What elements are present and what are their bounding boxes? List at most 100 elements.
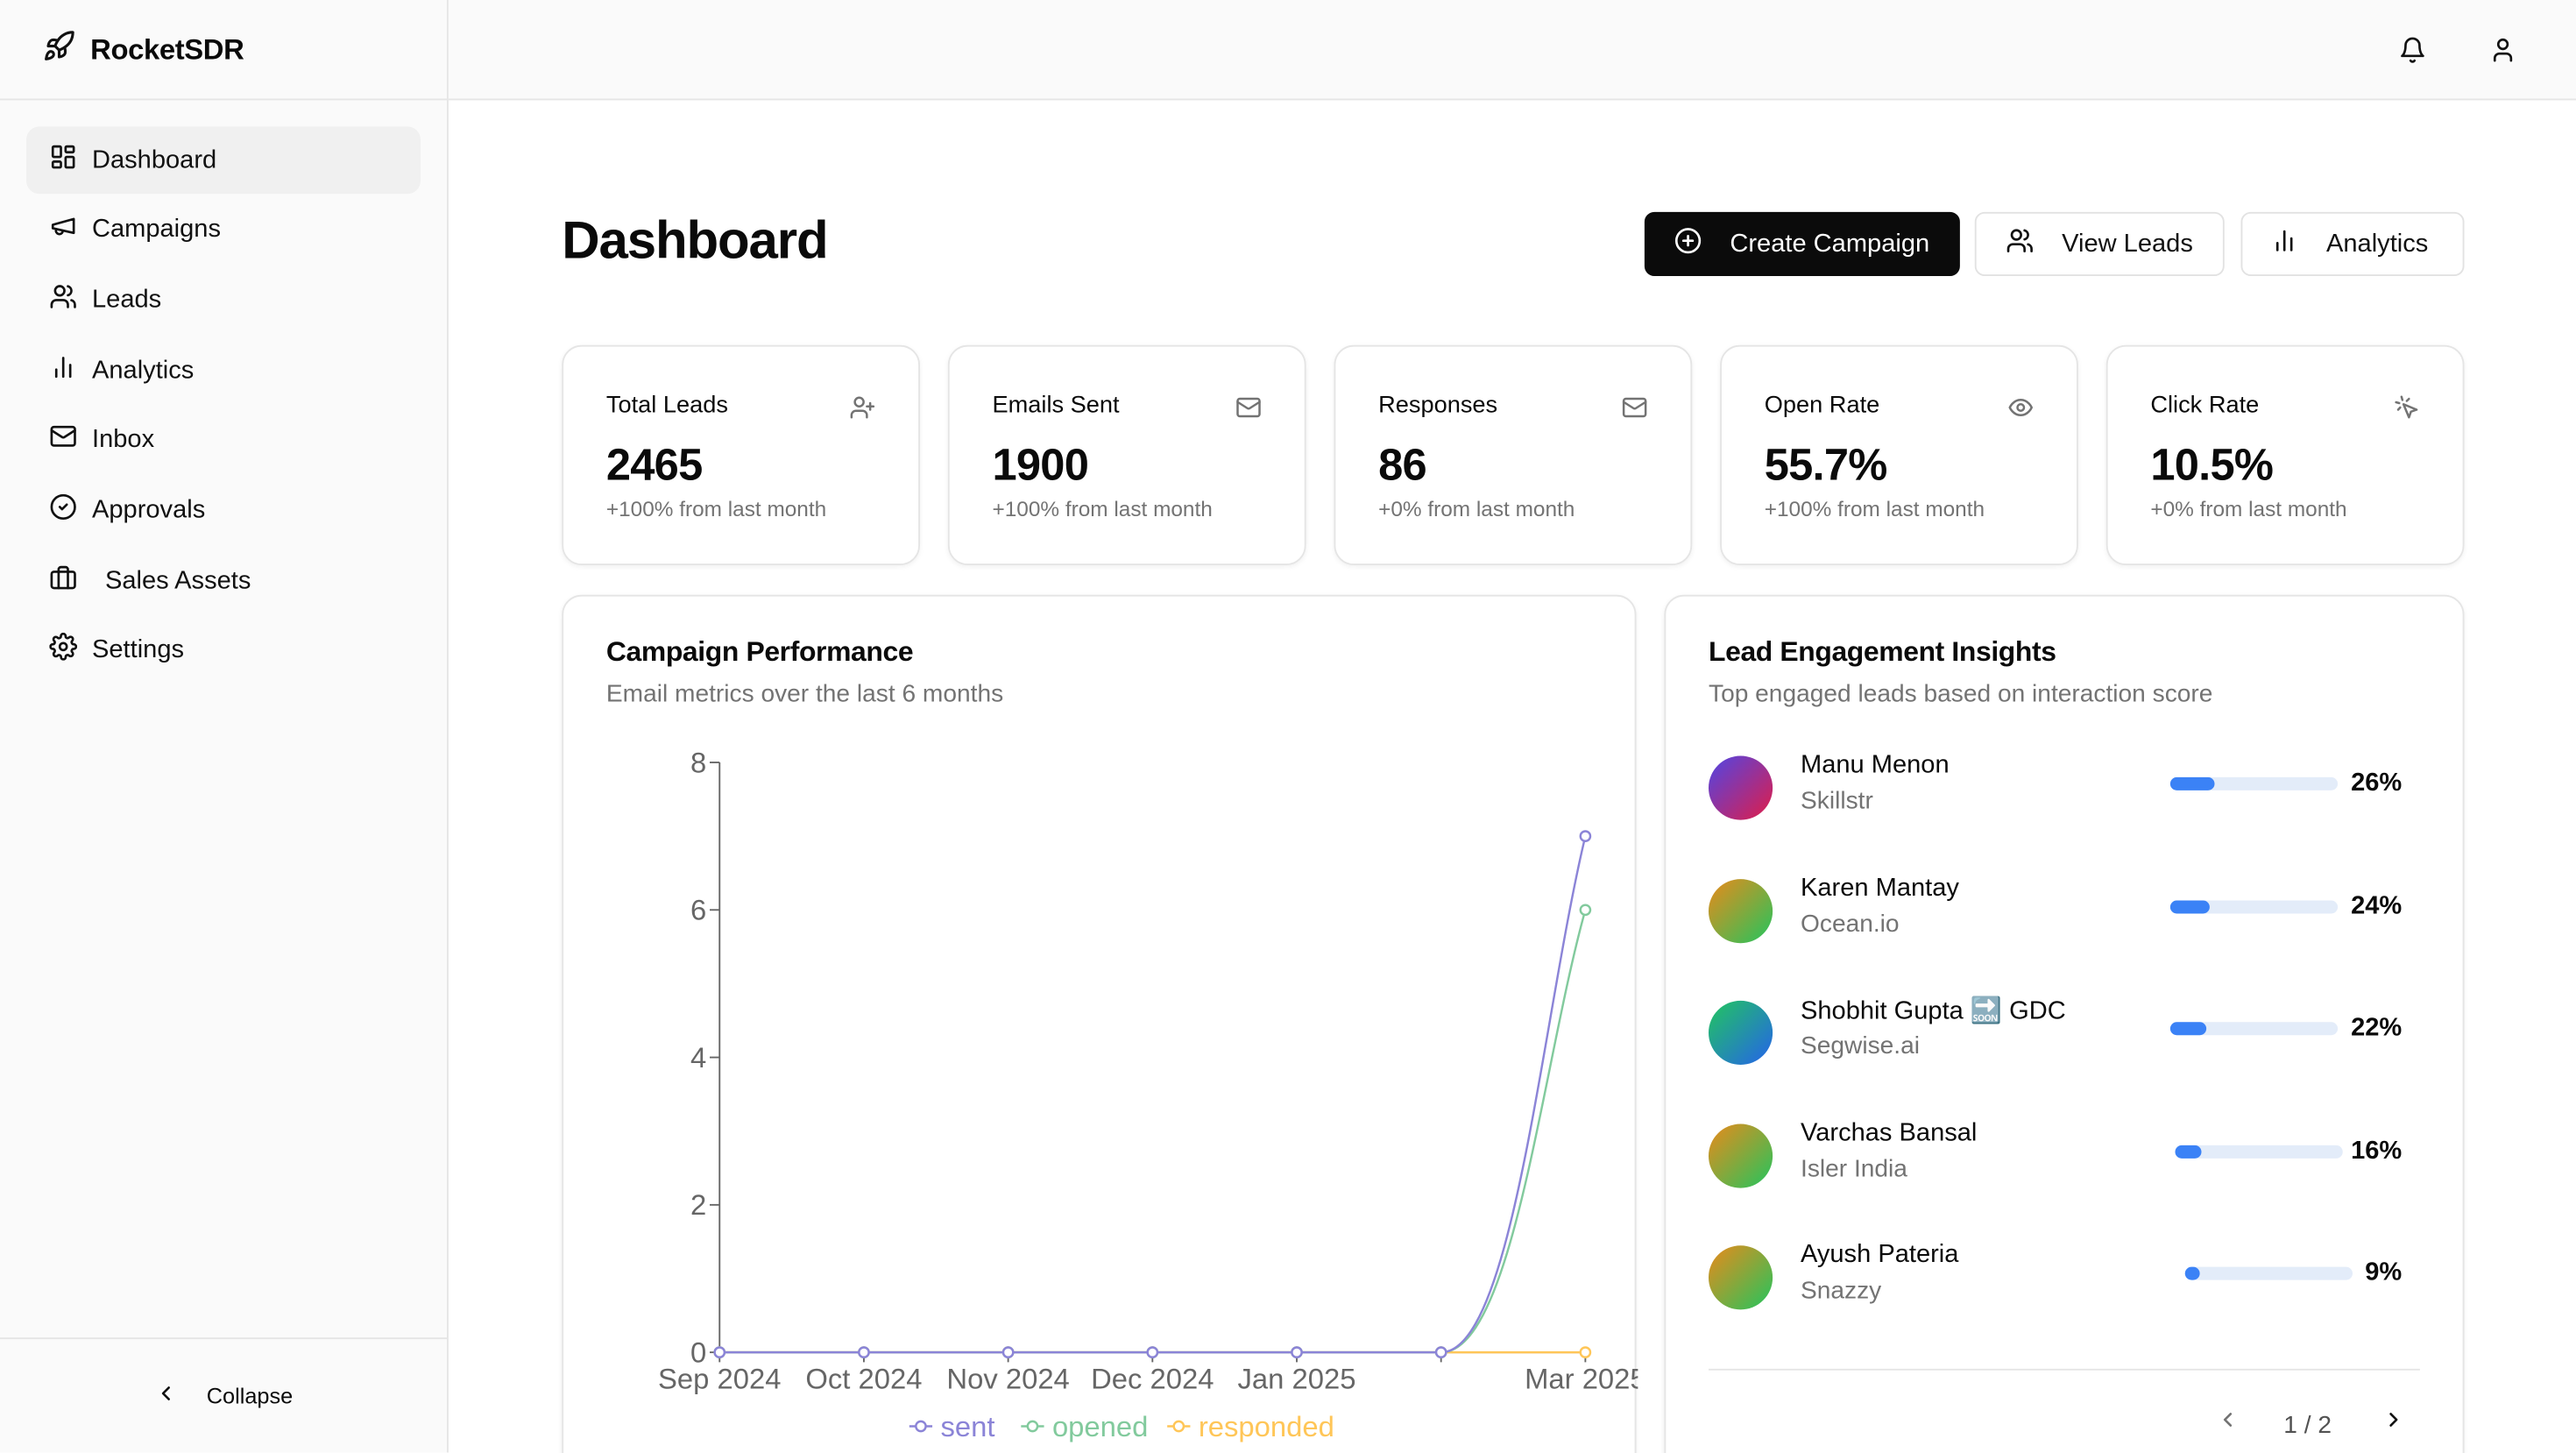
app-name: RocketSDR (90, 32, 244, 66)
sidebar-item-settings[interactable]: Settings (26, 618, 421, 685)
create-campaign-label: Create Campaign (1730, 229, 1930, 258)
campaign-performance-chart: 0 2 4 6 8 Sep 2024 Oct 2024 Nov 2024 Dec 2024 Jan… (658, 746, 1638, 1442)
analytics-button[interactable]: Analytics (2240, 211, 2465, 276)
stat-delta: +100% from last month (992, 496, 1213, 521)
x-tick-label: Nov 2024 (946, 1362, 1069, 1394)
panel-title: Campaign Performance (605, 635, 914, 668)
users-icon (2006, 226, 2034, 262)
stat-value: 2465 (605, 440, 703, 490)
engagement-bar-fill (2169, 776, 2214, 790)
mail-icon (49, 422, 77, 458)
stat-title: Total Leads (605, 393, 728, 420)
view-leads-label: View Leads (2062, 229, 2193, 258)
y-tick-label: 8 (690, 746, 706, 778)
sidebar-item-leads[interactable]: Leads (26, 266, 421, 334)
campaign-performance-panel: Campaign Performance Email metrics over … (562, 594, 1638, 1453)
pagination-label: 1 / 2 (2283, 1411, 2332, 1440)
user-icon[interactable] (2482, 30, 2522, 69)
data-point-responded (1579, 1346, 1592, 1358)
list-item[interactable]: Manu Menon Skillstr 26% (1709, 751, 2415, 825)
data-point-sent (713, 1346, 726, 1358)
sidebar-nav: Dashboard Campaigns Leads Analytics Inbo… (26, 126, 421, 687)
users-icon (49, 282, 77, 318)
data-point-sent (1001, 1346, 1015, 1358)
chevron-right-icon[interactable] (2382, 1408, 2405, 1438)
y-tick-label: 2 (690, 1188, 706, 1221)
list-item[interactable]: Karen Mantay Ocean.io 24% (1709, 875, 2415, 948)
legend-label: sent (940, 1410, 994, 1442)
lead-engagement-panel: Lead Engagement Insights Top engaged lea… (1664, 594, 2465, 1453)
sidebar-item-label: Dashboard (92, 145, 217, 174)
list-item[interactable]: Ayush Pateria Snazzy 9% (1709, 1241, 2415, 1315)
view-leads-button[interactable]: View Leads (1974, 211, 2225, 276)
stat-card-click-rate: Click Rate 10.5% +0% from last month (2105, 344, 2465, 565)
brand[interactable]: RocketSDR (0, 0, 447, 101)
user-plus-icon (849, 394, 875, 421)
data-point-sent (1291, 1346, 1303, 1358)
sidebar-item-campaigns[interactable]: Campaigns (26, 196, 421, 264)
sidebar: RocketSDR Dashboard Campaigns Leads Anal… (0, 0, 449, 1453)
engagement-bar-fill (2175, 1145, 2203, 1159)
lead-company: Segwise.ai (1801, 1031, 1921, 1060)
stat-value: 86 (1378, 440, 1427, 490)
chevron-left-icon (154, 1382, 207, 1410)
stat-card-emails-sent: Emails Sent 1900 +100% from last month (947, 344, 1306, 565)
sidebar-item-analytics[interactable]: Analytics (26, 337, 421, 404)
chevron-left-icon[interactable] (2216, 1408, 2239, 1438)
y-tick-label: 4 (690, 1041, 706, 1074)
stat-title: Open Rate (1764, 393, 1880, 420)
legend-label: opened (1052, 1410, 1148, 1442)
legend-marker (1026, 1420, 1039, 1433)
lead-company: Ocean.io (1801, 910, 1900, 939)
y-tick-label: 0 (690, 1336, 706, 1368)
sidebar-item-sales-assets[interactable]: Sales Assets (26, 548, 421, 615)
create-campaign-button[interactable]: Create Campaign (1644, 211, 1960, 276)
lead-company: Snazzy (1801, 1276, 1882, 1305)
data-point-opened (1579, 904, 1592, 917)
stat-title: Responses (1378, 393, 1498, 420)
x-tick-label: Sep 2024 (658, 1362, 781, 1394)
bell-icon[interactable] (2392, 30, 2431, 69)
gear-icon (49, 633, 78, 669)
eye-icon (2007, 394, 2034, 421)
list-item[interactable]: Shobhit Gupta 🔜 GDC Segwise.ai 22% (1709, 996, 2415, 1069)
engagement-percent: 9% (2365, 1258, 2403, 1287)
stat-delta: +100% from last month (605, 496, 827, 521)
lead-name: Varchas Bansal (1801, 1118, 1978, 1147)
sidebar-item-approvals[interactable]: Approvals (26, 478, 421, 545)
stat-value: 10.5% (2150, 440, 2274, 490)
data-point-sent (858, 1346, 870, 1358)
lead-name: Manu Menon (1801, 750, 1950, 779)
lead-name: Shobhit Gupta 🔜 GDC (1801, 997, 2066, 1025)
x-tick-label: Jan 2025 (1238, 1362, 1356, 1394)
stat-value: 1900 (992, 440, 1089, 490)
sidebar-item-label: Inbox (92, 426, 155, 454)
lead-company: Isler India (1801, 1155, 1907, 1183)
sidebar-item-label: Leads (92, 286, 162, 314)
topbar (448, 0, 2576, 101)
engagement-bar (2169, 776, 2339, 790)
sidebar-item-dashboard[interactable]: Dashboard (26, 126, 421, 195)
series-line-opened (719, 909, 1587, 1354)
stat-delta: +0% from last month (2150, 496, 2347, 521)
sidebar-item-label: Sales Assets (105, 566, 251, 595)
mail-icon (1235, 394, 1262, 421)
engagement-bar-fill (2169, 900, 2211, 914)
stat-card-open-rate: Open Rate 55.7% +100% from last month (1720, 344, 2078, 565)
collapse-label: Collapse (206, 1383, 294, 1408)
avatar (1709, 755, 1773, 820)
sidebar-item-label: Settings (92, 636, 185, 665)
stat-title: Emails Sent (992, 393, 1120, 420)
engagement-bar (2175, 1145, 2343, 1159)
lead-company: Skillstr (1801, 787, 1873, 815)
sidebar-item-inbox[interactable]: Inbox (26, 408, 421, 475)
collapse-button[interactable]: Collapse (0, 1337, 447, 1452)
x-tick-label: Oct 2024 (805, 1362, 922, 1394)
data-point-sent (1434, 1346, 1447, 1358)
engagement-percent: 22% (2351, 1013, 2403, 1042)
list-item[interactable]: Varchas Bansal Isler India 16% (1709, 1119, 2415, 1193)
rocket-icon (43, 29, 76, 70)
avatar (1709, 1245, 1773, 1310)
sidebar-item-label: Campaigns (92, 215, 222, 244)
layout-dashboard-icon (49, 142, 77, 178)
